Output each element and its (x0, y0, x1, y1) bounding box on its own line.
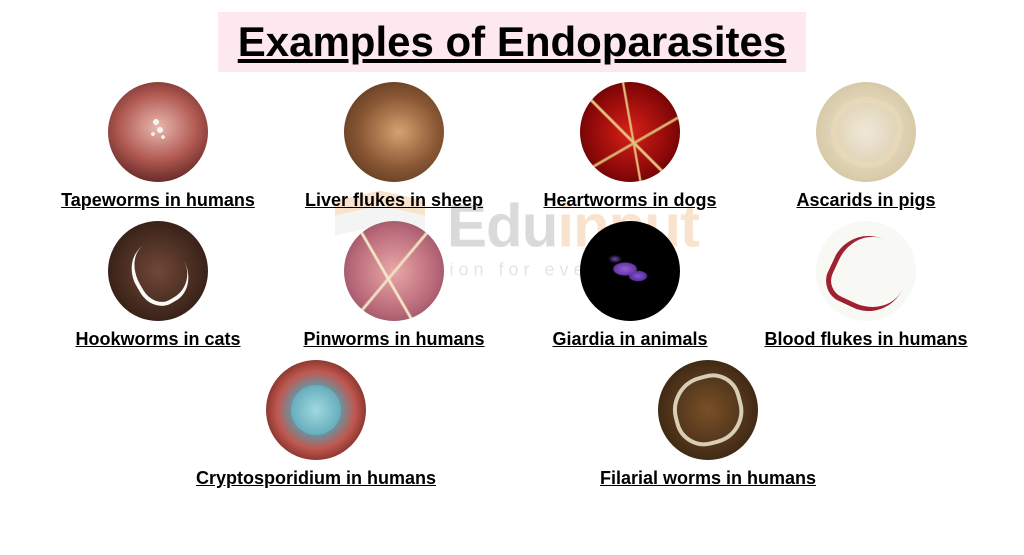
item-giardia: Giardia in animals (520, 221, 740, 350)
item-label: Heartworms in dogs (543, 190, 716, 211)
item-label: Cryptosporidium in humans (196, 468, 436, 489)
item-liver-flukes: Liver flukes in sheep (284, 82, 504, 211)
bloodfluke-image (816, 221, 916, 321)
filarial-image (658, 360, 758, 460)
item-label: Tapeworms in humans (61, 190, 255, 211)
item-label: Pinworms in humans (303, 329, 484, 350)
tapeworm-image (108, 82, 208, 182)
item-label: Ascarids in pigs (796, 190, 935, 211)
item-pinworms: Pinworms in humans (284, 221, 504, 350)
page-title: Examples of Endoparasites (218, 12, 807, 72)
pinworm-image (344, 221, 444, 321)
item-cryptosporidium: Cryptosporidium in humans (126, 360, 506, 489)
row-2: Hookworms in cats Pinworms in humans Gia… (40, 221, 984, 350)
item-label: Giardia in animals (552, 329, 707, 350)
row-3: Cryptosporidium in humans Filarial worms… (40, 360, 984, 489)
liverfluke-image (344, 82, 444, 182)
row-1: Tapeworms in humans Liver flukes in shee… (40, 82, 984, 211)
heartworm-image (580, 82, 680, 182)
item-label: Hookworms in cats (75, 329, 240, 350)
item-label: Filarial worms in humans (600, 468, 816, 489)
title-container: Examples of Endoparasites (0, 0, 1024, 72)
ascarid-image (816, 82, 916, 182)
item-hookworms: Hookworms in cats (48, 221, 268, 350)
examples-grid: Tapeworms in humans Liver flukes in shee… (0, 82, 1024, 489)
item-filarial: Filarial worms in humans (518, 360, 898, 489)
item-tapeworms: Tapeworms in humans (48, 82, 268, 211)
crypto-image (266, 360, 366, 460)
hookworm-image (108, 221, 208, 321)
item-blood-flukes: Blood flukes in humans (756, 221, 976, 350)
item-heartworms: Heartworms in dogs (520, 82, 740, 211)
item-label: Liver flukes in sheep (305, 190, 483, 211)
item-label: Blood flukes in humans (764, 329, 967, 350)
giardia-image (580, 221, 680, 321)
item-ascarids: Ascarids in pigs (756, 82, 976, 211)
